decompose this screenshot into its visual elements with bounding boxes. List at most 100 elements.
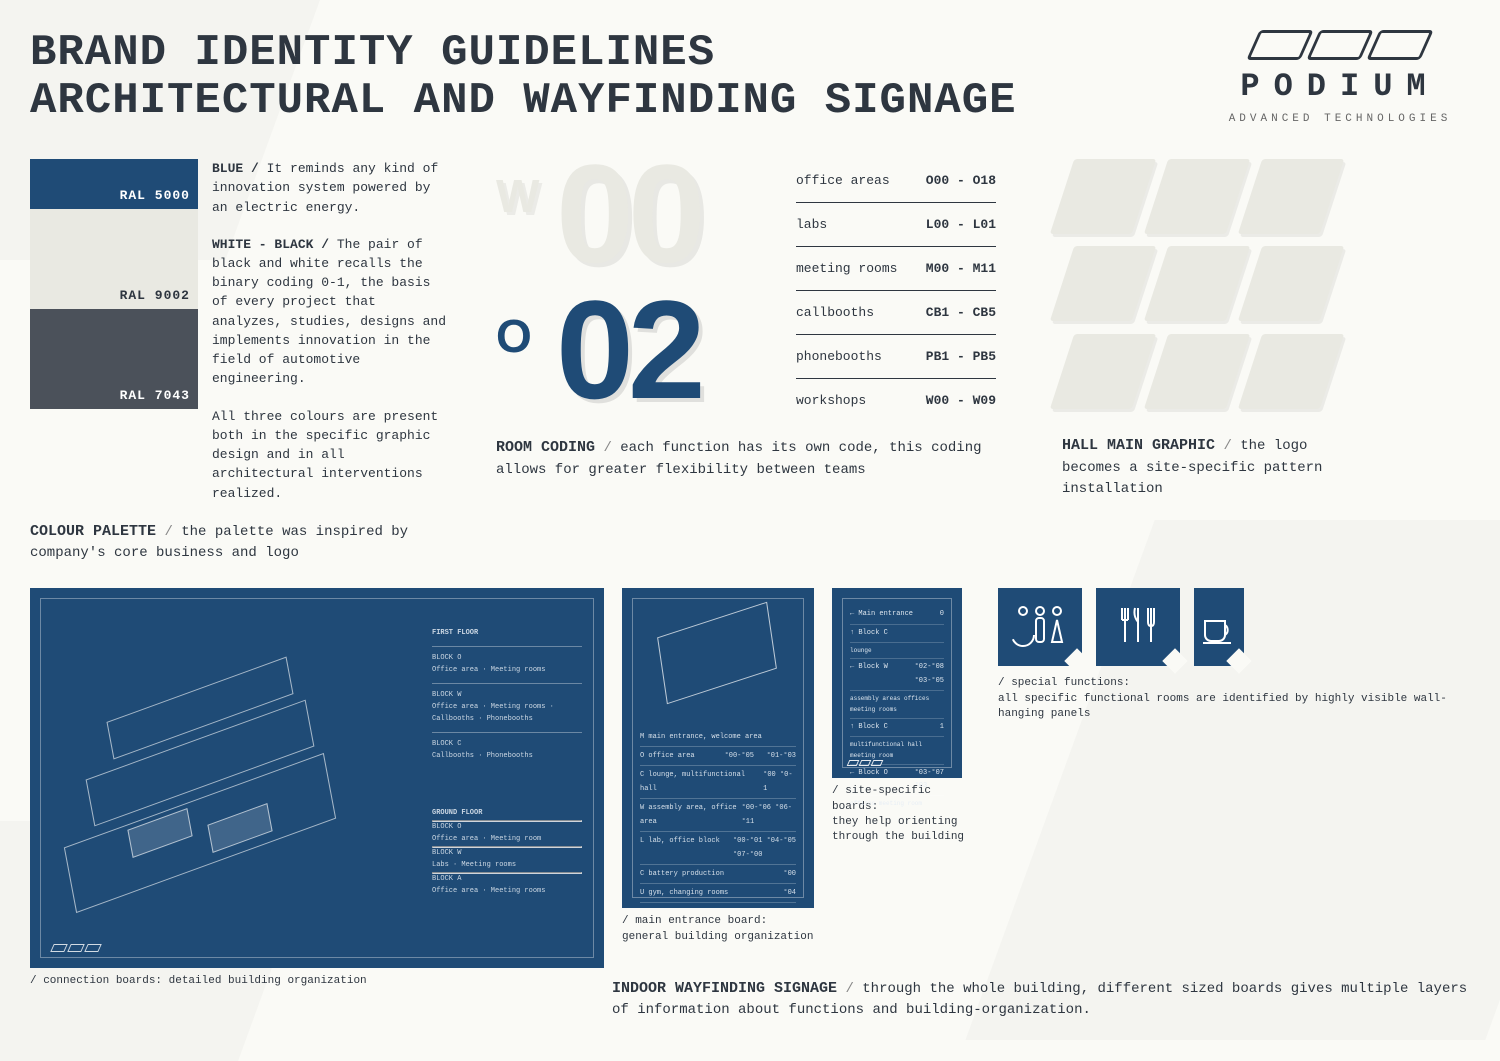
entrance-table: M main entrance, welcome area O office a…: [640, 728, 796, 903]
code-big: 00: [556, 151, 700, 277]
code-range: M00 - M11: [926, 261, 996, 276]
logo-tile: [1050, 246, 1156, 321]
swatch-stack: RAL 5000 RAL 9002 RAL 7043: [30, 159, 198, 409]
title-line-2: ARCHITECTURAL AND WAYFINDING SIGNAGE: [30, 78, 1017, 126]
col-connection-board: FIRST FLOOR BLOCK O Office area · Meetin…: [30, 588, 604, 989]
legend-block: BLOCK W: [432, 690, 582, 702]
icon-panel-row: [998, 588, 1470, 666]
code-item: workshops W00 - W09: [796, 379, 996, 422]
wayfinding-title: INDOOR WAYFINDING SIGNAGE: [612, 980, 837, 997]
coding-caption-title: ROOM CODING: [496, 439, 595, 456]
code-item: labs L00 - L01: [796, 203, 996, 247]
blue-label: BLUE /: [212, 161, 259, 176]
code-label: workshops: [796, 393, 866, 408]
legend-block: BLOCK A: [432, 874, 582, 886]
code-label: labs: [796, 217, 827, 232]
site-specific-board: ← Main entrance0 ↑ Block C lounge ← Bloc…: [832, 588, 962, 778]
brand-logo-icon: [1210, 30, 1470, 60]
line-sub: assembly areas offices meeting rooms: [850, 693, 944, 716]
palette-caption: COLOUR PALETTE / the palette was inspire…: [30, 521, 450, 565]
code-range: L00 - L01: [926, 217, 996, 232]
site-lines: ← Main entrance0 ↑ Block C lounge ← Bloc…: [850, 606, 944, 760]
coffee-cup-icon: [1201, 607, 1237, 647]
line-label: ↑ Block C: [850, 627, 888, 640]
cap-line: all specific functional rooms are identi…: [998, 693, 1447, 720]
swatch-blue: RAL 5000: [30, 159, 198, 209]
code-item: meeting rooms M00 - M11: [796, 247, 996, 291]
code-range: PB1 - PB5: [926, 349, 996, 364]
legend-block: BLOCK O: [432, 653, 582, 665]
line-sub: multifunctional hall meeting room: [850, 739, 944, 762]
swatch-code: RAL 5000: [120, 188, 190, 203]
code-item: phonebooths PB1 - PB5: [796, 335, 996, 379]
line-label: ← Block W: [850, 661, 888, 688]
code-sup: W: [496, 169, 539, 223]
logo-tile: [1238, 246, 1344, 321]
coding-caption: ROOM CODING / each function has its own …: [496, 437, 1016, 481]
hall-caption-title: HALL MAIN GRAPHIC: [1062, 437, 1215, 454]
cap-line: through the building: [832, 831, 964, 843]
wayfinding-caption: INDOOR WAYFINDING SIGNAGE / through the …: [612, 926, 1470, 1022]
code-range: W00 - W09: [926, 393, 996, 408]
special-functions-caption: / special functions: all specific functi…: [998, 676, 1470, 722]
brand-tagline: ADVANCED TECHNOLOGIES: [1210, 113, 1470, 125]
code-label: phonebooths: [796, 349, 882, 364]
cutlery-icon: [1113, 602, 1163, 652]
connection-board: FIRST FLOOR BLOCK O Office area · Meetin…: [30, 588, 604, 968]
page: BRAND IDENTITY GUIDELINES ARCHITECTURAL …: [0, 0, 1500, 1061]
line-sub: offices meeting room: [850, 798, 922, 809]
all-colours-text: All three colours are present both in th…: [212, 407, 450, 503]
brand-lockup: PODIUM ADVANCED TECHNOLOGIES: [1210, 30, 1470, 125]
legend-title: GROUND FLOOR: [432, 809, 482, 817]
legend-ground-floor: GROUND FLOOR BLOCK O Office area · Meeti…: [432, 808, 582, 897]
main-entrance-board: M main entrance, welcome area O office a…: [622, 588, 814, 908]
code-range: CB1 - CB5: [926, 305, 996, 320]
swatch-code: RAL 7043: [120, 388, 190, 403]
canteen-panel: [1096, 588, 1180, 666]
line-label: ← Main entrance: [850, 608, 913, 621]
code-label: meeting rooms: [796, 261, 897, 276]
line-sub: lounge: [850, 645, 872, 656]
bw-label: WHITE - BLACK /: [212, 237, 329, 252]
legend-block: BLOCK C: [432, 739, 582, 751]
connection-board-caption: / connection boards: detailed building o…: [30, 974, 604, 989]
code-label: office areas: [796, 173, 890, 188]
line-label: ← Block O: [850, 767, 888, 794]
mini-logo-icon: [52, 944, 100, 952]
bw-text: The pair of black and white recalls the …: [212, 237, 446, 387]
code-label: callbooths: [796, 305, 874, 320]
legend-block: BLOCK W: [432, 848, 582, 860]
palette-caption-title: COLOUR PALETTE: [30, 523, 156, 540]
section-colour-palette: RAL 5000 RAL 9002 RAL 7043 BLUE / It rem…: [30, 159, 450, 564]
swatch-dark: RAL 7043: [30, 309, 198, 409]
header: BRAND IDENTITY GUIDELINES ARCHITECTURAL …: [30, 30, 1470, 125]
code-item: office areasO00 - O18: [796, 159, 996, 203]
logo-tile: [1144, 334, 1250, 409]
tile-grid: [1062, 159, 1332, 409]
legend-first-floor: FIRST FLOOR BLOCK O Office area · Meetin…: [432, 628, 582, 762]
restroom-icon: [1012, 602, 1068, 652]
iso-thumb-icon: [657, 602, 777, 705]
title-line-1: BRAND IDENTITY GUIDELINES: [30, 30, 1017, 78]
logo-tile: [1050, 159, 1156, 234]
brand-name: PODIUM: [1210, 68, 1470, 105]
code-big: 02: [556, 287, 700, 413]
logo-tile: [1144, 159, 1250, 234]
code-item: callbooths CB1 - CB5: [796, 291, 996, 335]
row-top: RAL 5000 RAL 9002 RAL 7043 BLUE / It rem…: [30, 159, 1470, 564]
hall-caption: HALL MAIN GRAPHIC / the logo becomes a s…: [1062, 435, 1362, 500]
room-code-graphic: W 00 O 02 office areasO00 - O18 labsL00 …: [496, 159, 1016, 419]
swatch-code: RAL 9002: [120, 288, 190, 303]
logo-tile: [1238, 334, 1344, 409]
section-hall-graphic: HALL MAIN GRAPHIC / the logo becomes a s…: [1062, 159, 1362, 564]
restroom-panel: [998, 588, 1082, 666]
title-block: BRAND IDENTITY GUIDELINES ARCHITECTURAL …: [30, 30, 1017, 125]
palette-text: BLUE / It reminds any kind of innovation…: [212, 159, 450, 503]
code-sup: O: [496, 309, 532, 363]
cap-line: they help orienting: [832, 816, 957, 828]
cafe-panel: [1194, 588, 1244, 666]
swatch-grey: RAL 9002: [30, 209, 198, 309]
logo-tile: [1144, 246, 1250, 321]
cap-line: / special functions:: [998, 677, 1130, 689]
code-list: office areasO00 - O18 labs L00 - L01 meet…: [796, 159, 996, 422]
